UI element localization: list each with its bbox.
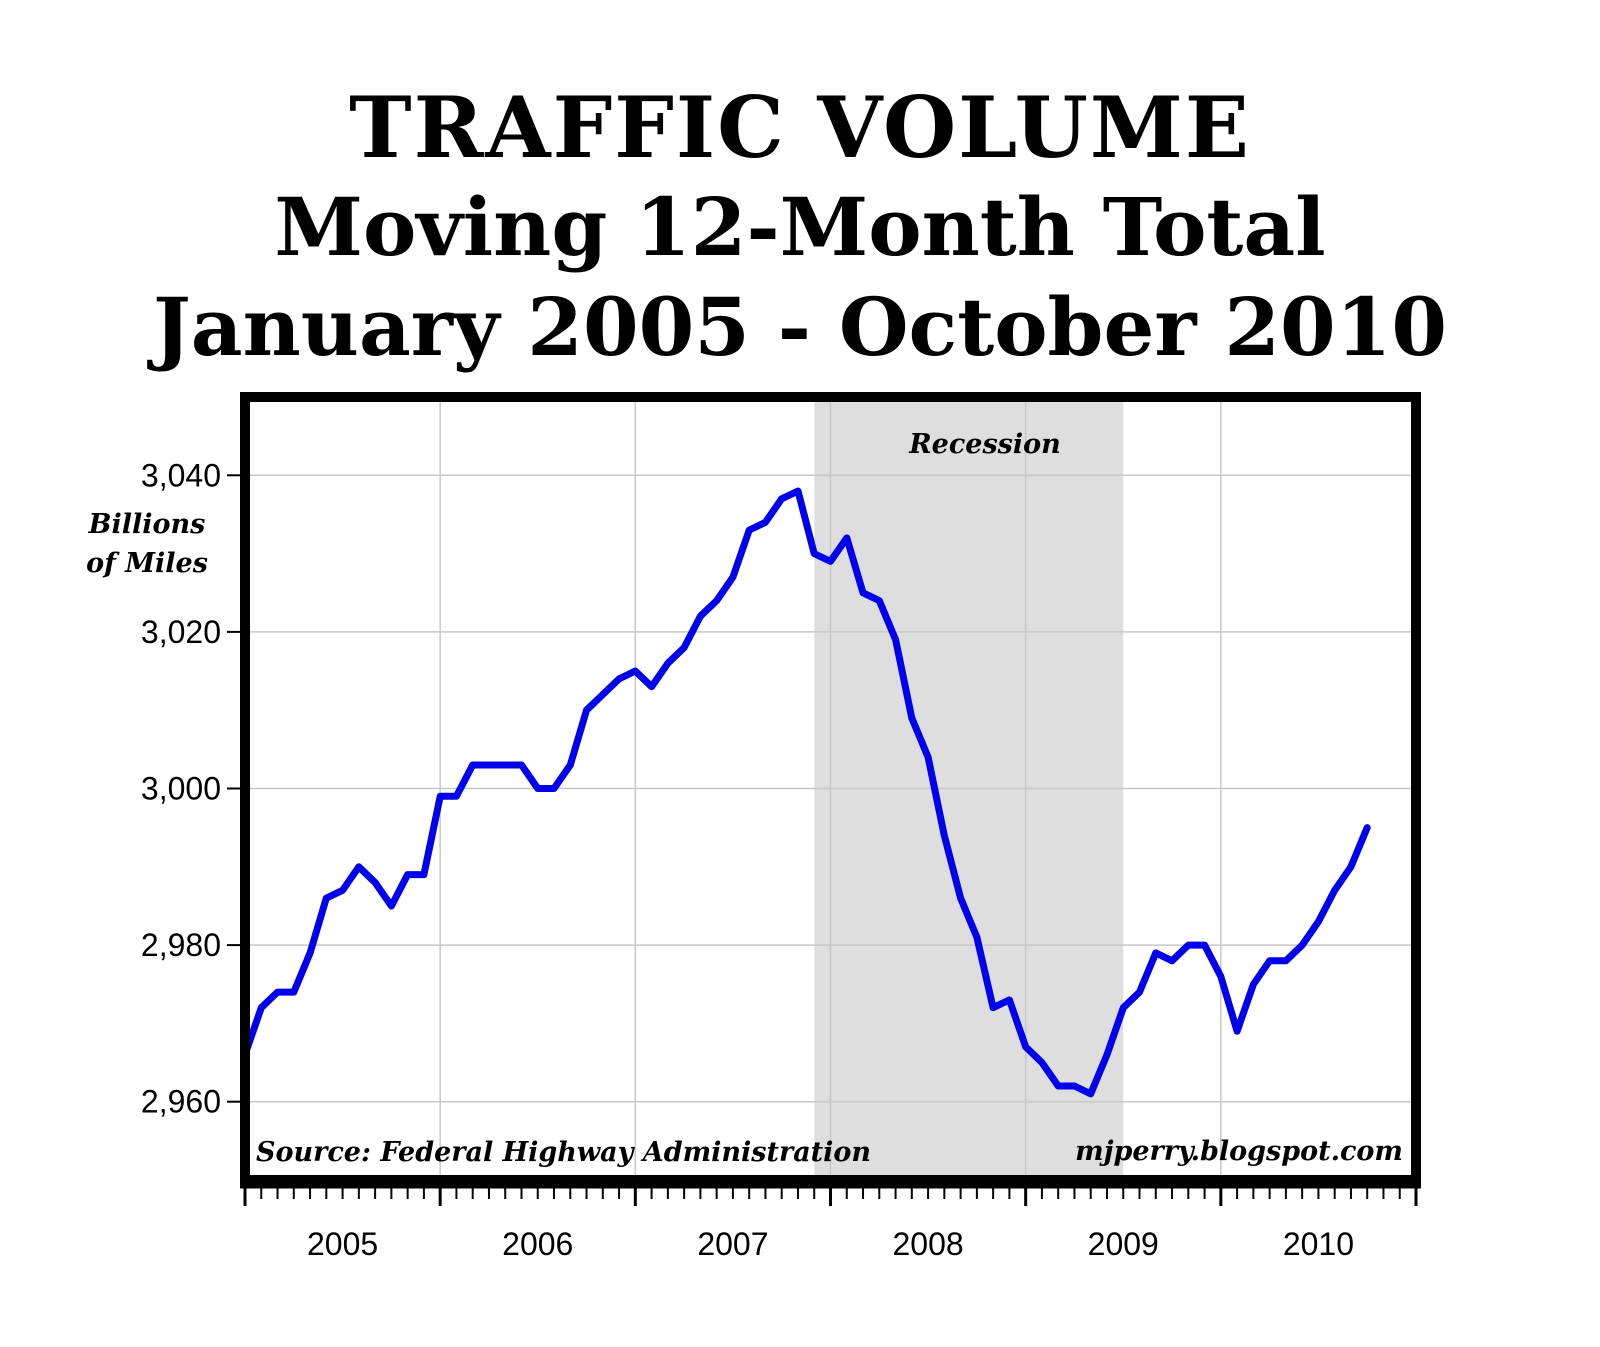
y-tick-label: 2,980	[141, 927, 221, 963]
y-tick-label: 3,020	[141, 614, 221, 650]
y-axis-label-line-2: of Miles	[86, 548, 208, 579]
x-tick-label: 2007	[697, 1226, 768, 1262]
recession-label: Recession	[908, 429, 1061, 460]
x-tick-label: 2009	[1088, 1226, 1159, 1262]
chart-title-line-1: TRAFFIC VOLUME	[349, 78, 1251, 177]
chart-title-line-3: January 2005 - October 2010	[152, 280, 1448, 374]
y-tick-label: 3,040	[141, 457, 221, 493]
source-note: Source: Federal Highway Administration	[256, 1137, 871, 1168]
x-tick-label: 2005	[307, 1226, 378, 1262]
x-tick-label: 2010	[1283, 1226, 1354, 1262]
y-tick-label: 3,000	[141, 771, 221, 807]
series-line-traffic-volume	[241, 487, 1371, 1098]
website-note: mjperry.blogspot.com	[1075, 1136, 1403, 1167]
y-tick-label: 2,960	[141, 1084, 221, 1120]
x-tick-label: 2006	[502, 1226, 573, 1262]
y-axis-label-line-1: Billions	[88, 509, 206, 540]
plot-frame	[240, 392, 1421, 1185]
x-tick-label: 2008	[892, 1226, 963, 1262]
chart-title-line-2: Moving 12-Month Total	[274, 180, 1326, 274]
